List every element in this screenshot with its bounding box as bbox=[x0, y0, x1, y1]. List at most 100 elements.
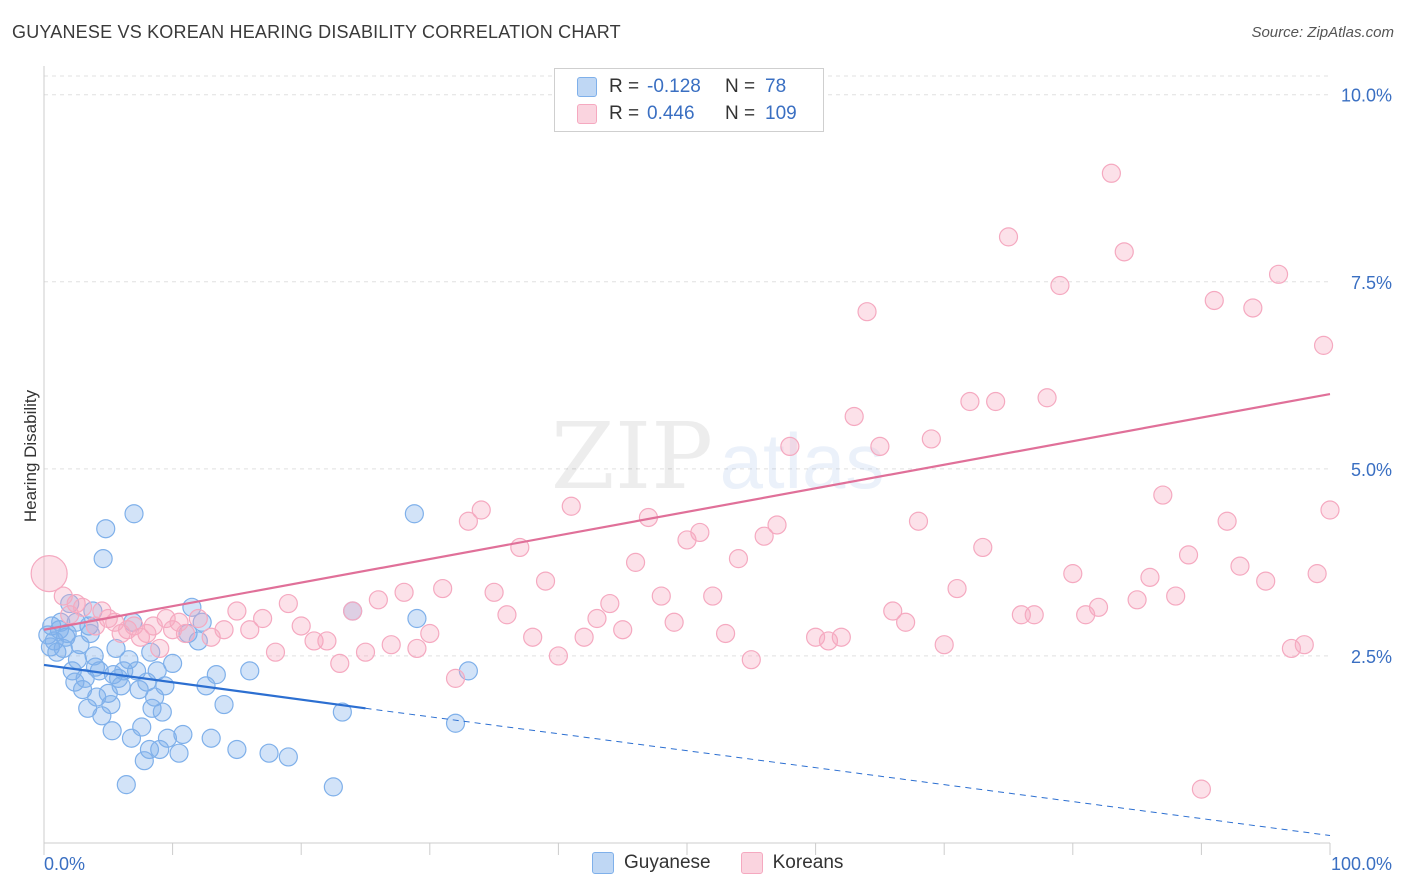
point-korean bbox=[1088, 597, 1109, 617]
point-korean bbox=[1320, 500, 1340, 520]
point-guyanese bbox=[129, 679, 149, 700]
legend-swatch-koreans bbox=[740, 852, 763, 874]
point-korean bbox=[368, 590, 388, 610]
point-korean bbox=[651, 586, 671, 606]
point-korean bbox=[137, 623, 157, 644]
point-korean bbox=[805, 627, 826, 647]
point-korean bbox=[1307, 564, 1327, 584]
point-korean bbox=[664, 612, 684, 632]
point-korean bbox=[163, 620, 183, 640]
axes bbox=[43, 66, 1331, 855]
y-tick-label: 5.0% bbox=[1351, 460, 1392, 480]
point-korean bbox=[1204, 290, 1224, 311]
legend-swatch-koreans bbox=[577, 104, 597, 124]
point-guyanese bbox=[407, 608, 427, 629]
point-guyanese bbox=[404, 504, 424, 524]
point-korean bbox=[433, 578, 453, 599]
point-guyanese bbox=[106, 638, 126, 659]
point-guyanese bbox=[119, 650, 139, 670]
point-guyanese bbox=[124, 504, 144, 524]
point-korean bbox=[420, 623, 440, 644]
trend-line-korean bbox=[43, 392, 1331, 631]
source-label: Source: ZipAtlas.com bbox=[1251, 24, 1394, 41]
point-korean bbox=[1281, 638, 1302, 659]
legend-row-koreans: R = 0.446 N = 109 bbox=[577, 101, 797, 127]
point-guyanese bbox=[84, 646, 104, 666]
point-korean bbox=[1050, 275, 1070, 296]
y-tick-label: 2.5% bbox=[1351, 647, 1392, 667]
point-guyanese bbox=[102, 721, 122, 741]
point-guyanese bbox=[150, 739, 170, 760]
trend-extension-guyanese bbox=[365, 707, 1331, 837]
point-korean bbox=[150, 638, 170, 659]
point-korean bbox=[214, 620, 234, 640]
legend-item-guyanese[interactable]: Guyanese bbox=[592, 852, 711, 874]
point-korean bbox=[227, 601, 247, 621]
point-korean bbox=[613, 620, 633, 640]
point-korean bbox=[1256, 571, 1276, 591]
point-korean bbox=[1230, 556, 1250, 576]
point-korean bbox=[1294, 635, 1314, 655]
point-korean bbox=[986, 391, 1006, 412]
point-korean bbox=[1217, 511, 1237, 531]
point-korean bbox=[381, 635, 401, 655]
point-korean bbox=[818, 631, 839, 651]
point-korean bbox=[844, 406, 864, 427]
point-guyanese bbox=[116, 775, 136, 795]
legend-r-label: R = bbox=[609, 103, 640, 124]
point-korean bbox=[831, 627, 851, 647]
point-korean bbox=[998, 227, 1019, 247]
legend-n-value: 109 bbox=[765, 103, 797, 124]
legend-row-guyanese: R = -0.128 N = 78 bbox=[577, 74, 786, 100]
point-korean bbox=[253, 608, 273, 629]
point-guyanese bbox=[65, 672, 85, 692]
point-korean bbox=[72, 597, 93, 617]
point-guyanese bbox=[227, 739, 247, 760]
legend-label-guyanese: Guyanese bbox=[624, 852, 711, 873]
point-korean bbox=[240, 620, 260, 640]
point-korean bbox=[156, 608, 176, 629]
point-korean bbox=[1114, 242, 1134, 262]
point-korean bbox=[1140, 567, 1160, 587]
point-korean bbox=[1313, 335, 1334, 355]
point-guyanese bbox=[332, 702, 352, 722]
point-guyanese bbox=[152, 702, 172, 722]
point-korean bbox=[1191, 779, 1212, 799]
point-korean bbox=[728, 549, 749, 569]
point-korean bbox=[30, 555, 68, 593]
point-korean bbox=[625, 552, 646, 572]
point-korean bbox=[1243, 298, 1263, 318]
point-guyanese bbox=[101, 694, 121, 715]
point-korean bbox=[574, 627, 594, 647]
point-guyanese bbox=[192, 612, 212, 632]
point-korean bbox=[715, 623, 736, 644]
legend-swatch-guyanese bbox=[577, 77, 597, 97]
legend-n-label: N = bbox=[725, 76, 756, 97]
point-guyanese bbox=[111, 676, 131, 696]
legend-r-label: R = bbox=[609, 76, 640, 97]
point-korean bbox=[857, 302, 877, 322]
point-korean bbox=[291, 616, 311, 636]
point-korean bbox=[1153, 485, 1173, 505]
legend-item-koreans[interactable]: Koreans bbox=[740, 852, 843, 874]
point-guyanese bbox=[142, 698, 162, 718]
y-tick-label: 10.0% bbox=[1341, 86, 1392, 106]
point-guyanese bbox=[173, 724, 193, 745]
point-korean bbox=[754, 526, 774, 546]
point-korean bbox=[394, 582, 414, 602]
point-korean bbox=[317, 631, 337, 651]
legend-r-value: 0.446 bbox=[647, 103, 695, 124]
point-korean bbox=[973, 537, 993, 558]
point-guyanese bbox=[445, 713, 466, 733]
point-korean bbox=[407, 638, 427, 659]
point-guyanese bbox=[169, 743, 189, 763]
point-guyanese bbox=[96, 519, 116, 539]
point-guyanese bbox=[93, 549, 113, 569]
point-guyanese bbox=[278, 747, 298, 767]
point-guyanese bbox=[132, 717, 152, 737]
point-korean bbox=[278, 593, 298, 614]
point-korean bbox=[265, 642, 286, 662]
point-korean bbox=[921, 429, 941, 449]
point-korean bbox=[1063, 564, 1083, 584]
